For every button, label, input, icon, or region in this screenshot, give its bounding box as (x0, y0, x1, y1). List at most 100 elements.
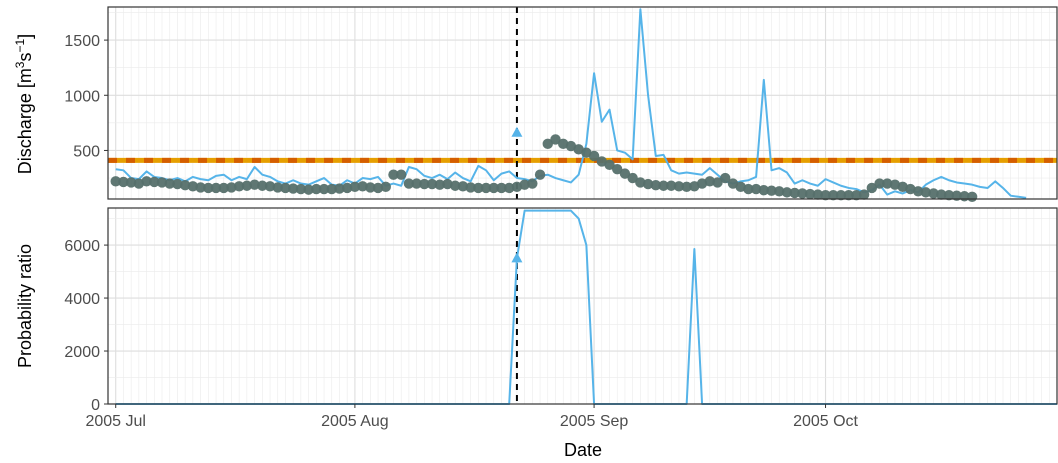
discharge-point (241, 180, 253, 191)
discharge-point (812, 189, 824, 200)
discharge-point (504, 182, 515, 194)
discharge-point (164, 178, 175, 189)
discharge-point (681, 181, 692, 193)
discharge-point (372, 182, 384, 194)
discharge-point (496, 182, 507, 194)
discharge-point (203, 182, 214, 194)
discharge-point (820, 189, 831, 201)
discharge-point (349, 181, 361, 193)
discharge-point (835, 189, 847, 201)
discharge-point (604, 159, 615, 170)
xtick-label: 2005 Jul (85, 413, 146, 430)
date-axis-title: Date (564, 440, 602, 460)
discharge-point (619, 168, 631, 179)
discharge-point (411, 178, 422, 189)
discharge-point (388, 169, 399, 180)
discharge-point (519, 179, 530, 190)
discharge-point (635, 177, 646, 188)
discharge-point (395, 169, 407, 180)
discharge-point (943, 189, 955, 201)
bottom-ytick-label: 6000 (64, 238, 100, 255)
discharge-point (318, 183, 330, 195)
discharge-point (804, 188, 816, 200)
discharge-point (774, 186, 785, 197)
discharge-point (588, 150, 600, 162)
discharge-point (187, 181, 199, 192)
discharge-point (149, 176, 160, 188)
discharge-point (550, 134, 561, 145)
discharge-point (966, 191, 978, 202)
discharge-point (912, 186, 924, 197)
bottom-ytick-label: 4000 (64, 291, 100, 308)
probability-ratio-line (115, 209, 1057, 405)
discharge-point (442, 178, 453, 190)
discharge-point (326, 183, 337, 195)
discharge-point (380, 181, 391, 193)
discharge-point (951, 190, 962, 201)
discharge-point (280, 182, 291, 194)
discharge-panel: 500 1000 1500 (64, 6, 1058, 202)
xtick-label: 2005 Oct (793, 413, 858, 430)
probability-ratio-axis-title: Probability ratio (15, 244, 35, 368)
discharge-point (141, 176, 152, 187)
bottom-ytick-label: 0 (91, 397, 100, 414)
discharge-point (403, 178, 415, 189)
discharge-point (542, 138, 553, 150)
discharge-point (658, 180, 669, 191)
top-ytick-label: 1500 (64, 33, 100, 50)
top-ytick-label: 500 (73, 143, 100, 160)
discharge-point (758, 184, 770, 196)
discharge-axis-title: Discharge [m3s−1] (13, 34, 35, 174)
discharge-point (743, 183, 754, 195)
discharge-point (303, 184, 314, 195)
discharge-point (488, 182, 499, 194)
discharge-point (210, 182, 222, 194)
discharge-point (449, 180, 461, 191)
discharge-point (642, 178, 654, 190)
discharge-point (287, 183, 299, 194)
discharge-point (858, 189, 870, 200)
discharge-point (110, 176, 121, 187)
discharge-point (195, 182, 206, 193)
discharge-point (179, 180, 191, 191)
bottom-panel-border (107, 207, 1058, 405)
discharge-point (534, 169, 546, 180)
discharge-point (426, 178, 438, 190)
discharge-point (750, 183, 762, 195)
discharge-point (920, 187, 932, 198)
discharge-point (156, 177, 168, 188)
discharge-point (434, 179, 445, 190)
discharge-point (218, 182, 229, 194)
discharge-point (936, 189, 947, 200)
discharge-point (527, 178, 538, 189)
discharge-point (843, 189, 854, 201)
xtick-label: 2005 Sep (560, 413, 629, 430)
discharge-point (650, 180, 661, 191)
xtick-label: 2005 Aug (321, 413, 389, 430)
discharge-point (712, 177, 723, 188)
probability-ratio-panel: 0 2000 4000 6000 2005 Jul 2005 Aug 2005 Sep 200… (64, 207, 1058, 430)
discharge-point (874, 178, 885, 189)
discharge-point (419, 178, 430, 190)
top-ytick-label: 1000 (64, 88, 100, 105)
discharge-point (257, 180, 268, 191)
discharge-point (797, 188, 808, 199)
discharge-point (272, 182, 283, 193)
top-panel-border (107, 6, 1058, 200)
discharge-point (781, 187, 793, 198)
bottom-ytick-label: 2000 (64, 344, 100, 361)
discharge-point (334, 183, 345, 194)
discharge-point (465, 182, 476, 193)
discharge-point (673, 181, 685, 192)
discharge-point (627, 172, 638, 184)
discharge-point (341, 182, 353, 194)
discharge-point (357, 181, 368, 192)
discharge-point (480, 182, 492, 194)
discharge-point (720, 172, 731, 184)
discharge-point (311, 183, 322, 195)
discharge-point (365, 182, 376, 193)
discharge-point (249, 179, 260, 190)
discharge-point (226, 182, 237, 193)
discharge-point (473, 182, 484, 194)
